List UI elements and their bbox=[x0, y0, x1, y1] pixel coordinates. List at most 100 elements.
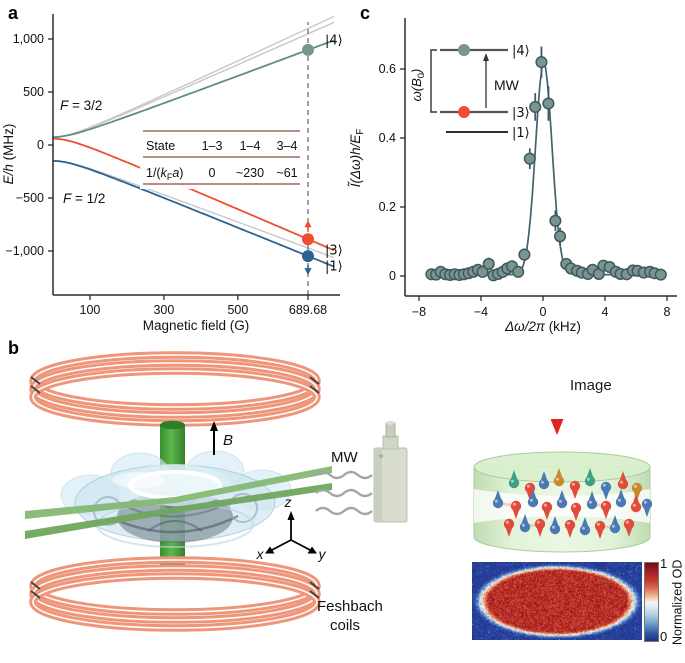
svg-text:~230: ~230 bbox=[236, 166, 264, 180]
light-sheets bbox=[25, 466, 332, 539]
data-point bbox=[535, 56, 548, 69]
ket4-label: |4⟩ bbox=[512, 44, 530, 59]
panel-c: 0 0.2 0.4 0.6 −8 −4 0 4 8 Δω/2π (kHz) Ĩ(Δω)h/EF ω(B… bbox=[345, 0, 685, 335]
axes bbox=[52, 14, 340, 296]
svg-text:1–3: 1–3 bbox=[202, 139, 223, 153]
panel-b: B MW z x y Feshbach coils bbox=[0, 335, 430, 663]
coordinate-axes: z x y bbox=[256, 494, 327, 562]
svg-text:0: 0 bbox=[540, 305, 547, 319]
atom bbox=[564, 519, 576, 531]
level-diagram-inset: ω(B0) |4⟩ MW |3⟩ |1⟩ bbox=[409, 44, 530, 141]
atom bbox=[586, 498, 598, 510]
bracket-label: ω(B0) bbox=[409, 69, 426, 102]
atom bbox=[594, 520, 606, 532]
axes bbox=[404, 18, 677, 297]
level-3-atom bbox=[458, 106, 470, 118]
microwave-waves bbox=[315, 470, 373, 516]
svg-text:0: 0 bbox=[37, 138, 44, 152]
tick-labels: 0 0.2 0.4 0.6 −8 −4 0 4 8 bbox=[379, 62, 671, 319]
state-ket-label: |3⟩ bbox=[325, 243, 343, 258]
detection-illustration bbox=[473, 349, 653, 553]
svg-text:3–4: 3–4 bbox=[277, 139, 298, 153]
svg-text:−500: −500 bbox=[16, 191, 44, 205]
tick-labels: −1,000 −500 0 500 1,000 100 300 500 689.68 bbox=[5, 32, 327, 317]
atom bbox=[600, 500, 612, 512]
atom bbox=[534, 518, 546, 530]
svg-text:1–4: 1–4 bbox=[240, 139, 261, 153]
state-marker bbox=[302, 250, 314, 263]
svg-text:0.2: 0.2 bbox=[379, 200, 396, 214]
b-field-label: B bbox=[223, 432, 233, 449]
atom bbox=[527, 496, 539, 508]
state-marker bbox=[302, 233, 314, 246]
colorbar-title: Normalized OD bbox=[670, 559, 685, 645]
atom bbox=[630, 501, 642, 513]
level-4-atom bbox=[458, 44, 470, 56]
energy-curve-0 bbox=[53, 15, 335, 138]
feshbach-coils-label: Feshbach bbox=[317, 598, 383, 615]
atom bbox=[538, 478, 550, 490]
axis-x-label: x bbox=[256, 546, 265, 562]
axis-z-label: z bbox=[284, 494, 292, 510]
state-ket-label: |4⟩ bbox=[325, 33, 343, 48]
x-axis-label: Δω/2π (kHz) bbox=[504, 319, 581, 334]
svg-text:0: 0 bbox=[209, 166, 216, 180]
image-arrow bbox=[550, 349, 564, 435]
atom bbox=[510, 500, 522, 512]
colorbar-min-label: 0 bbox=[660, 629, 668, 644]
atom bbox=[600, 481, 612, 493]
mw-label: MW bbox=[331, 449, 358, 466]
svg-text:State: State bbox=[146, 139, 175, 153]
atom bbox=[570, 502, 582, 514]
data-point bbox=[542, 97, 555, 110]
axis-y-label: y bbox=[318, 546, 327, 562]
image-arrow-label: Image bbox=[570, 377, 612, 394]
mw-arrowhead bbox=[483, 53, 489, 61]
apparatus-illustration: B MW z x y Feshbach coils bbox=[25, 351, 408, 634]
fit-curve bbox=[428, 59, 665, 276]
feshbach-coils-label-2: coils bbox=[330, 617, 360, 634]
atom bbox=[541, 501, 553, 513]
atom bbox=[615, 496, 627, 508]
data-point bbox=[482, 257, 495, 270]
ket3-label: |3⟩ bbox=[512, 106, 530, 121]
ket1-label: |1⟩ bbox=[512, 126, 530, 141]
state-markers: |4⟩ |3⟩ |1⟩ bbox=[302, 33, 343, 276]
mw-label: MW bbox=[494, 77, 520, 93]
data-point bbox=[512, 265, 525, 278]
svg-text:4: 4 bbox=[602, 305, 609, 319]
atom bbox=[584, 475, 596, 487]
atom bbox=[556, 497, 568, 509]
panel-label-a: a bbox=[8, 3, 19, 23]
y-axis-label: E/h (MHz) bbox=[1, 124, 16, 185]
colorbar-max-label: 1 bbox=[660, 556, 668, 571]
data-point bbox=[554, 230, 567, 243]
svg-text:8: 8 bbox=[664, 305, 671, 319]
spectroscopy-chart: 0 0.2 0.4 0.6 −8 −4 0 4 8 Δω/2π (kHz) Ĩ(Δω)h/EF ω(B… bbox=[348, 18, 677, 334]
energy-curve-2 bbox=[53, 39, 335, 138]
atom bbox=[492, 497, 504, 509]
feshbach-coil-top bbox=[29, 351, 321, 427]
y-axis-label: Ĩ(Δω)h/EF bbox=[348, 129, 366, 188]
svg-text:300: 300 bbox=[153, 303, 174, 317]
atom bbox=[508, 477, 520, 489]
detection-section: Image 1 0 Normalized OD bbox=[430, 335, 685, 663]
data-point bbox=[518, 248, 531, 261]
atom bbox=[617, 478, 629, 490]
atom bbox=[579, 524, 591, 536]
svg-text:−8: −8 bbox=[412, 305, 426, 319]
svg-text:100: 100 bbox=[80, 303, 101, 317]
svg-text:~61: ~61 bbox=[276, 166, 297, 180]
atom bbox=[519, 521, 531, 533]
energy-curve-4 bbox=[53, 160, 335, 259]
svg-text:−4: −4 bbox=[474, 305, 488, 319]
data-points bbox=[425, 46, 667, 282]
svg-text:1/(kFa): 1/(kFa) bbox=[146, 166, 183, 182]
od-colorbar bbox=[644, 562, 659, 642]
atom bbox=[623, 518, 635, 530]
manifold-label-upper: F = 3/2 bbox=[60, 98, 102, 113]
data-point bbox=[476, 265, 489, 278]
b-field-arrow: B bbox=[210, 421, 233, 455]
atom bbox=[641, 498, 653, 510]
